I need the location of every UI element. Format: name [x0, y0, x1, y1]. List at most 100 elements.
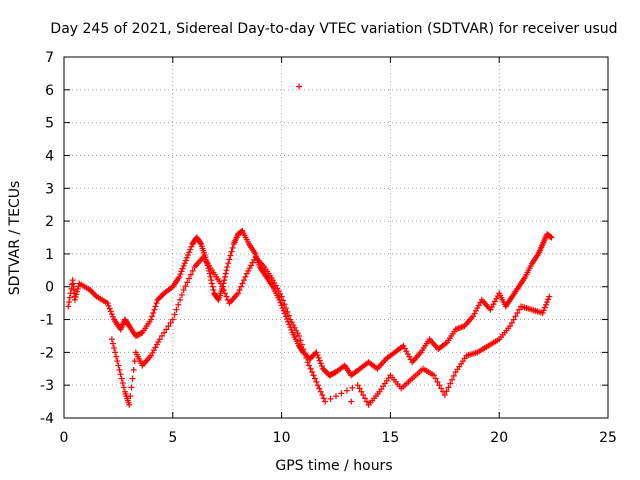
data-point — [152, 344, 159, 351]
data-point — [104, 300, 111, 307]
data-point — [314, 352, 321, 359]
data-point — [475, 302, 482, 309]
data-point — [349, 384, 356, 391]
data-point — [222, 270, 229, 277]
data-point — [296, 83, 303, 90]
data-point — [541, 304, 548, 311]
data-point — [235, 290, 242, 297]
data-point — [316, 357, 323, 364]
data-point — [306, 362, 313, 369]
axis-ticks: 0 5 10 15 20 25 -4 -3 -2 -1 0 1 2 3 4 5 6 7 — [40, 50, 617, 446]
data-points — [65, 83, 555, 408]
data-point — [363, 398, 370, 405]
data-point — [128, 384, 135, 391]
data-point — [148, 316, 155, 323]
data-point — [187, 246, 194, 253]
data-point — [207, 273, 214, 280]
data-point — [208, 280, 215, 287]
data-point — [152, 303, 159, 310]
data-point — [447, 380, 454, 387]
data-point — [432, 375, 439, 382]
data-point — [403, 348, 410, 355]
y-tick-label: -3 — [40, 378, 54, 394]
data-point — [278, 302, 285, 309]
data-point — [153, 341, 160, 348]
data-point — [126, 401, 133, 408]
data-point — [185, 252, 192, 259]
data-point — [169, 316, 176, 323]
data-point — [430, 372, 437, 379]
data-point — [120, 384, 127, 391]
data-point — [237, 283, 244, 290]
data-point — [450, 372, 457, 379]
data-point — [187, 271, 194, 278]
data-point — [313, 349, 320, 356]
y-tick-label: 6 — [45, 83, 54, 99]
data-point — [184, 279, 191, 286]
data-point — [315, 354, 322, 361]
data-point — [358, 388, 365, 395]
data-point — [280, 297, 287, 304]
data-point — [362, 395, 369, 402]
data-point — [223, 293, 230, 300]
data-point — [311, 375, 318, 382]
x-tick-label: 5 — [168, 430, 177, 446]
data-point — [209, 283, 216, 290]
data-point — [153, 300, 160, 307]
data-point — [188, 243, 195, 250]
data-point — [348, 398, 355, 405]
y-tick-label: 7 — [45, 50, 54, 66]
data-point — [109, 313, 116, 320]
data-point — [227, 252, 234, 259]
data-point — [186, 249, 193, 256]
data-point — [445, 384, 452, 391]
data-point — [491, 298, 498, 305]
data-point — [223, 267, 230, 274]
data-point — [108, 311, 115, 318]
data-point — [471, 310, 478, 317]
data-point — [322, 398, 329, 405]
data-point — [105, 302, 112, 309]
data-point — [177, 271, 184, 278]
data-point — [303, 354, 310, 361]
data-point — [298, 341, 305, 348]
x-tick-label: 0 — [60, 430, 69, 446]
data-point — [246, 265, 253, 272]
data-point — [181, 260, 188, 267]
data-point — [300, 346, 307, 353]
data-point — [516, 306, 523, 313]
y-axis-label: SDTVAR / TECUs — [7, 181, 23, 296]
data-point — [318, 363, 325, 370]
data-point — [72, 294, 79, 301]
data-point — [165, 323, 172, 330]
data-point — [178, 291, 185, 298]
data-point — [285, 312, 292, 319]
y-tick-label: 3 — [45, 181, 54, 197]
data-point — [488, 303, 495, 310]
data-point — [434, 378, 441, 385]
data-point — [179, 265, 186, 272]
data-point — [183, 254, 190, 261]
data-point — [129, 375, 136, 382]
data-point — [156, 336, 163, 343]
data-point — [178, 268, 185, 275]
data-point — [203, 259, 210, 266]
data-point — [117, 371, 124, 378]
data-point — [155, 338, 162, 345]
data-point — [74, 285, 81, 292]
data-point — [225, 260, 232, 267]
x-tick-label: 15 — [381, 430, 399, 446]
data-point — [545, 296, 552, 303]
data-point — [189, 267, 196, 274]
data-point — [540, 307, 547, 314]
x-axis-label: GPS time / hours — [275, 458, 392, 474]
data-point — [151, 306, 158, 313]
data-point — [319, 392, 326, 399]
data-point — [343, 387, 350, 394]
data-point — [176, 273, 183, 280]
data-point — [301, 350, 308, 357]
data-point — [131, 358, 138, 365]
data-point — [206, 270, 213, 277]
data-point — [512, 313, 519, 320]
